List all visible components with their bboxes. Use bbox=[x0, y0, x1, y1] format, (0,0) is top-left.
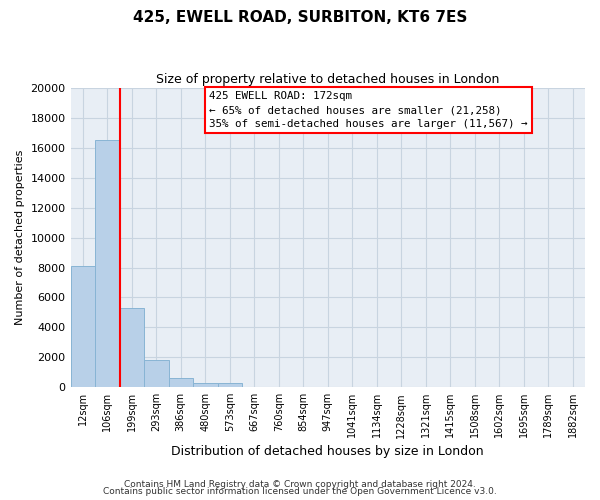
Bar bbox=[169, 378, 193, 387]
Title: Size of property relative to detached houses in London: Size of property relative to detached ho… bbox=[156, 72, 499, 86]
Bar bbox=[95, 140, 119, 387]
Y-axis label: Number of detached properties: Number of detached properties bbox=[15, 150, 25, 326]
Text: 425 EWELL ROAD: 172sqm
← 65% of detached houses are smaller (21,258)
35% of semi: 425 EWELL ROAD: 172sqm ← 65% of detached… bbox=[209, 91, 528, 129]
Bar bbox=[193, 382, 218, 387]
Bar bbox=[218, 384, 242, 387]
Text: Contains HM Land Registry data © Crown copyright and database right 2024.: Contains HM Land Registry data © Crown c… bbox=[124, 480, 476, 489]
Text: 425, EWELL ROAD, SURBITON, KT6 7ES: 425, EWELL ROAD, SURBITON, KT6 7ES bbox=[133, 10, 467, 25]
Bar bbox=[119, 308, 144, 387]
Text: Contains public sector information licensed under the Open Government Licence v3: Contains public sector information licen… bbox=[103, 487, 497, 496]
Bar bbox=[71, 266, 95, 387]
Bar bbox=[144, 360, 169, 387]
X-axis label: Distribution of detached houses by size in London: Distribution of detached houses by size … bbox=[172, 444, 484, 458]
